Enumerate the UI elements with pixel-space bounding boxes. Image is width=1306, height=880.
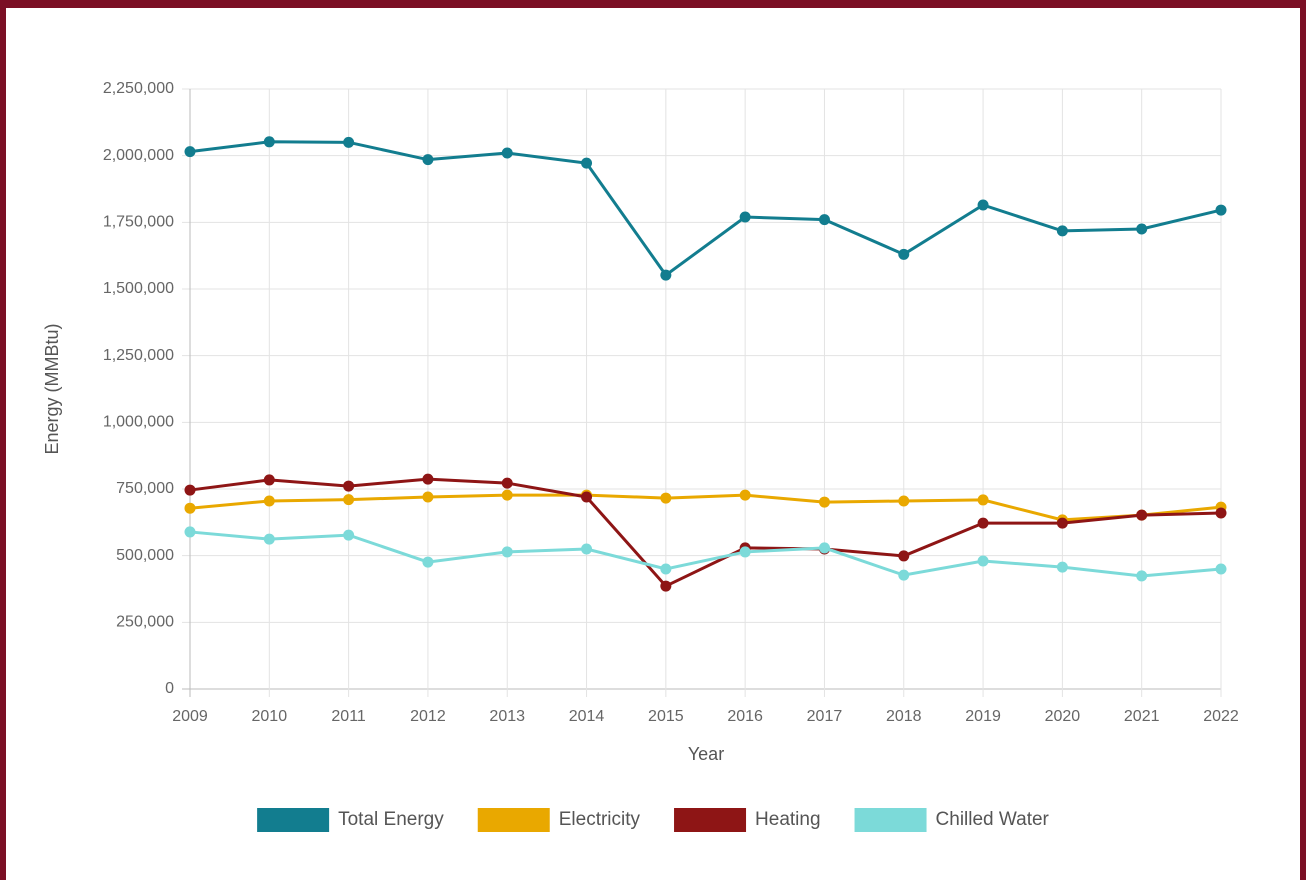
- series-line: [189, 493, 1222, 522]
- data-point: [501, 489, 513, 501]
- data-point: [660, 563, 672, 575]
- data-point: [422, 473, 434, 485]
- series-line: [189, 140, 1222, 278]
- data-point: [422, 491, 434, 503]
- data-point: [581, 543, 593, 555]
- data-point: [422, 154, 434, 166]
- x-tick-label: 2011: [331, 708, 366, 725]
- data-point: [343, 480, 355, 492]
- x-tick-label: 2020: [1045, 708, 1081, 725]
- data-point: [1136, 509, 1148, 521]
- data-point: [581, 491, 593, 503]
- panel: [6, 8, 1300, 880]
- data-point: [184, 502, 196, 514]
- data-point: [898, 495, 910, 507]
- legend-label: Heating: [755, 809, 821, 830]
- data-point: [818, 214, 830, 226]
- data-point: [1215, 563, 1227, 575]
- data-point: [501, 477, 513, 489]
- data-point: [739, 211, 751, 223]
- x-tick-label: 2012: [410, 708, 446, 725]
- data-point: [977, 494, 989, 506]
- data-point: [501, 546, 513, 558]
- data-point: [343, 136, 355, 148]
- legend-label: Chilled Water: [936, 809, 1050, 830]
- y-tick-label: 1,500,000: [103, 280, 174, 297]
- y-tick-label: 1,250,000: [103, 347, 174, 364]
- data-point: [422, 556, 434, 568]
- data-point: [660, 269, 672, 281]
- data-point: [739, 489, 751, 501]
- data-point: [977, 555, 989, 567]
- series-line: [189, 530, 1222, 578]
- data-point: [1056, 561, 1068, 573]
- legend-swatch: [854, 808, 927, 832]
- x-axis-label: Year: [688, 744, 724, 764]
- x-tick-label: 2015: [648, 708, 684, 725]
- data-point: [343, 494, 355, 506]
- y-tick-label: 500,000: [116, 547, 174, 564]
- data-point: [898, 550, 910, 562]
- x-tick-label: 2019: [965, 708, 1001, 725]
- data-point: [263, 533, 275, 545]
- x-tick-label: 2014: [569, 708, 605, 725]
- data-point: [343, 529, 355, 541]
- data-point: [739, 546, 751, 558]
- x-tick-label: 2017: [807, 708, 843, 725]
- y-tick-label: 1,000,000: [103, 414, 174, 431]
- y-tick-label: 2,250,000: [103, 80, 174, 97]
- x-tick-label: 2013: [489, 708, 525, 725]
- y-tick-label: 750,000: [116, 480, 174, 497]
- y-tick-label: 250,000: [116, 614, 174, 631]
- data-point: [818, 542, 830, 554]
- legend-swatch: [674, 808, 747, 832]
- data-point: [184, 146, 196, 158]
- y-tick-label: 0: [165, 680, 174, 697]
- data-point: [1215, 507, 1227, 519]
- data-point: [184, 526, 196, 538]
- y-tick-label: 1,750,000: [103, 214, 174, 231]
- x-tick-label: 2016: [727, 708, 763, 725]
- data-point: [898, 569, 910, 581]
- data-point: [1136, 223, 1148, 235]
- legend-swatch: [257, 808, 330, 832]
- data-point: [1056, 517, 1068, 529]
- legend-swatch: [477, 808, 550, 832]
- data-point: [1056, 225, 1068, 237]
- data-point: [898, 248, 910, 260]
- y-axis-label: Energy (MMBtu): [42, 323, 62, 454]
- x-tick-label: 2010: [252, 708, 288, 725]
- y-tick-label: 2,000,000: [103, 147, 174, 164]
- data-point: [660, 580, 672, 592]
- legend-label: Electricity: [559, 809, 641, 830]
- data-point: [818, 496, 830, 508]
- series-line: [189, 477, 1222, 588]
- data-point: [1136, 570, 1148, 582]
- data-point: [977, 199, 989, 211]
- legend-label: Total Energy: [338, 809, 444, 830]
- data-point: [263, 136, 275, 148]
- data-point: [660, 492, 672, 504]
- data-point: [977, 517, 989, 529]
- data-point: [581, 157, 593, 169]
- data-point: [263, 474, 275, 486]
- x-tick-label: 2021: [1124, 708, 1160, 725]
- x-tick-label: 2022: [1203, 708, 1239, 725]
- data-point: [184, 484, 196, 496]
- data-point: [263, 495, 275, 507]
- x-tick-label: 2009: [172, 708, 208, 725]
- x-tick-label: 2018: [886, 708, 922, 725]
- data-point: [1215, 204, 1227, 216]
- data-point: [501, 147, 513, 159]
